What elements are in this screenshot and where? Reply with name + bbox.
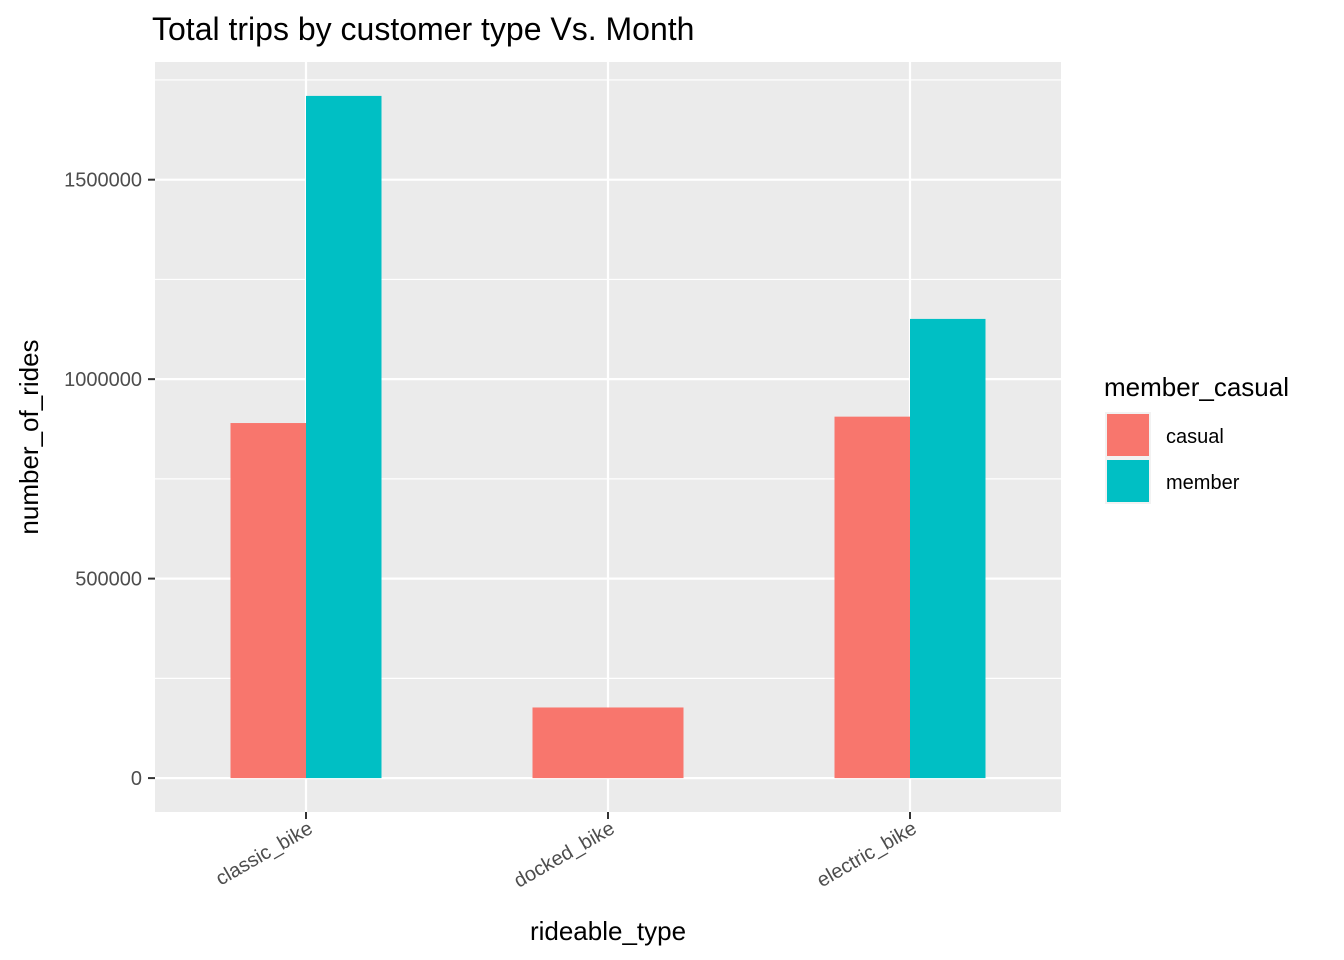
legend-title: member_casual xyxy=(1104,372,1289,402)
y-tick-label: 0 xyxy=(131,768,142,790)
x-tick-label: electric_bike xyxy=(813,817,920,892)
legend-label-member: member xyxy=(1166,472,1240,494)
bar-docked_bike-casual xyxy=(532,707,684,779)
x-tick-label: classic_bike xyxy=(212,817,316,890)
legend: member_casual casual member xyxy=(1104,372,1289,504)
y-axis-title: number_of_rides xyxy=(14,339,44,534)
legend-label-casual: casual xyxy=(1166,426,1224,448)
x-axis-title: rideable_type xyxy=(530,916,686,946)
legend-key-casual xyxy=(1107,414,1149,456)
x-tick-label: docked_bike xyxy=(510,817,618,892)
y-tick-label: 500000 xyxy=(75,569,142,591)
y-axis: 0 500000 1000000 1500000 xyxy=(64,170,155,790)
bar-classic_bike-casual xyxy=(230,423,306,779)
legend-key-member xyxy=(1107,460,1149,502)
x-axis: classic_bike docked_bike electric_bike xyxy=(212,812,921,892)
y-tick-label: 1000000 xyxy=(64,369,142,391)
bar-electric_bike-casual xyxy=(834,416,910,779)
bars xyxy=(230,95,986,779)
chart-title: Total trips by customer type Vs. Month xyxy=(152,11,694,47)
y-tick-label: 1500000 xyxy=(64,170,142,192)
bar-electric_bike-member xyxy=(910,318,986,779)
bar-classic_bike-member xyxy=(306,95,382,779)
